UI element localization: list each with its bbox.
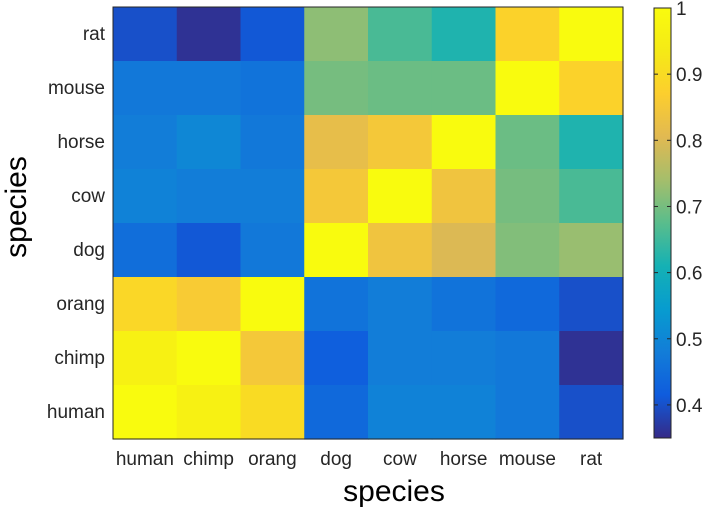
x-tick-label: mouse [499, 449, 556, 470]
heatmap-cell [240, 115, 305, 170]
heatmap-cell [113, 277, 178, 332]
heatmap-cell [113, 7, 178, 62]
heatmap-cell [240, 7, 305, 62]
heatmap-cell [113, 169, 178, 224]
heatmap-cell [559, 385, 624, 440]
heatmap-cell [495, 169, 560, 224]
heatmap-cell [431, 331, 497, 386]
heatmap-cell [240, 61, 305, 116]
heatmap-cell [559, 223, 624, 278]
x-tick-label: chimp [183, 449, 234, 470]
y-tick-label: orang [56, 294, 105, 315]
colorbar-tick-label: 0.8 [676, 131, 702, 152]
heatmap-cell [559, 61, 624, 116]
heatmap-cell [368, 385, 433, 440]
heatmap-cell [368, 277, 433, 332]
heatmap-cells [113, 7, 624, 440]
heatmap-cell [431, 223, 497, 278]
plot-frame [112, 6, 624, 440]
heatmap-cell [176, 7, 242, 62]
heatmap-cell [304, 7, 369, 62]
x-tick-labels: human chimp orang dog cow horse mouse rat [116, 449, 603, 470]
heatmap-cell [304, 223, 369, 278]
colorbar-tick-label: 0.4 [676, 396, 703, 417]
colorbar [653, 7, 672, 439]
heatmap-cell [368, 115, 433, 170]
y-tick-label: dog [73, 240, 105, 261]
heatmap-cell [304, 277, 369, 332]
y-tick-label: rat [83, 24, 106, 45]
x-tick-label: human [116, 449, 174, 470]
heatmap-cell [176, 115, 242, 170]
heatmap-cell [495, 115, 560, 170]
heatmap-cell [304, 385, 369, 440]
heatmap-cell [559, 7, 624, 62]
heatmap-cell [304, 331, 369, 386]
heatmap-cell [495, 223, 560, 278]
heatmap-cell [431, 169, 497, 224]
heatmap-cell [176, 385, 242, 440]
heatmap-cell [368, 61, 433, 116]
colorbar-tick-label: 0.9 [676, 65, 702, 86]
heatmap-cell [368, 7, 433, 62]
heatmap-cell [495, 277, 560, 332]
heatmap-cell [176, 331, 242, 386]
colorbar-tick-label: 0.5 [676, 330, 702, 351]
heatmap-cell [559, 331, 624, 386]
heatmap-cell [559, 277, 624, 332]
y-tick-label: mouse [48, 78, 105, 99]
heatmap-cell [113, 115, 178, 170]
heatmap-cell [113, 385, 178, 440]
y-axis-title: species [0, 156, 33, 258]
heatmap-cell [176, 277, 242, 332]
heatmap-cell [240, 277, 305, 332]
colorbar-ticks: 0.4 0.5 0.6 0.7 0.8 0.9 1 [654, 0, 703, 417]
y-tick-label: cow [71, 186, 105, 207]
heatmap-cell [431, 7, 497, 62]
colorbar-tick-label: 1 [676, 0, 687, 20]
heatmap-cell [368, 223, 433, 278]
x-tick-label: dog [320, 449, 352, 470]
x-tick-label: rat [580, 449, 603, 470]
heatmap-cell [431, 385, 497, 440]
heatmap-cell [240, 223, 305, 278]
heatmap-cell [304, 169, 369, 224]
heatmap-cell [240, 169, 305, 224]
heatmap-cell [559, 169, 624, 224]
heatmap-cell [368, 169, 433, 224]
y-tick-label: horse [57, 132, 105, 153]
y-tick-labels: rat mouse horse cow dog orang chimp human [47, 24, 106, 423]
y-tick-label: human [47, 402, 105, 423]
heatmap-cell [304, 115, 369, 170]
heatmap-cell [113, 331, 178, 386]
heatmap-cell [431, 61, 497, 116]
heatmap-cell [113, 223, 178, 278]
heatmap-cell [240, 331, 305, 386]
x-tick-label: horse [440, 449, 488, 470]
heatmap-cell [368, 331, 433, 386]
colorbar-tick-label: 0.7 [676, 197, 702, 218]
x-axis-title: species [343, 475, 445, 508]
heatmap-cell [176, 61, 242, 116]
colorbar-tick-label: 0.6 [676, 264, 702, 285]
heatmap-cell [113, 61, 178, 116]
heatmap-cell [304, 61, 369, 116]
heatmap-cell [559, 115, 624, 170]
heatmap-cell [431, 277, 497, 332]
heatmap-cell [495, 385, 560, 440]
heatmap-cell [176, 223, 242, 278]
heatmap-cell [495, 7, 560, 62]
heatmap-cell [176, 169, 242, 224]
heatmap-cell [240, 385, 305, 440]
x-tick-label: cow [383, 449, 417, 470]
heatmap-cell [431, 115, 497, 170]
heatmap-cell [495, 61, 560, 116]
x-tick-label: orang [248, 449, 297, 470]
heatmap-cell [495, 331, 560, 386]
y-tick-label: chimp [54, 348, 105, 369]
